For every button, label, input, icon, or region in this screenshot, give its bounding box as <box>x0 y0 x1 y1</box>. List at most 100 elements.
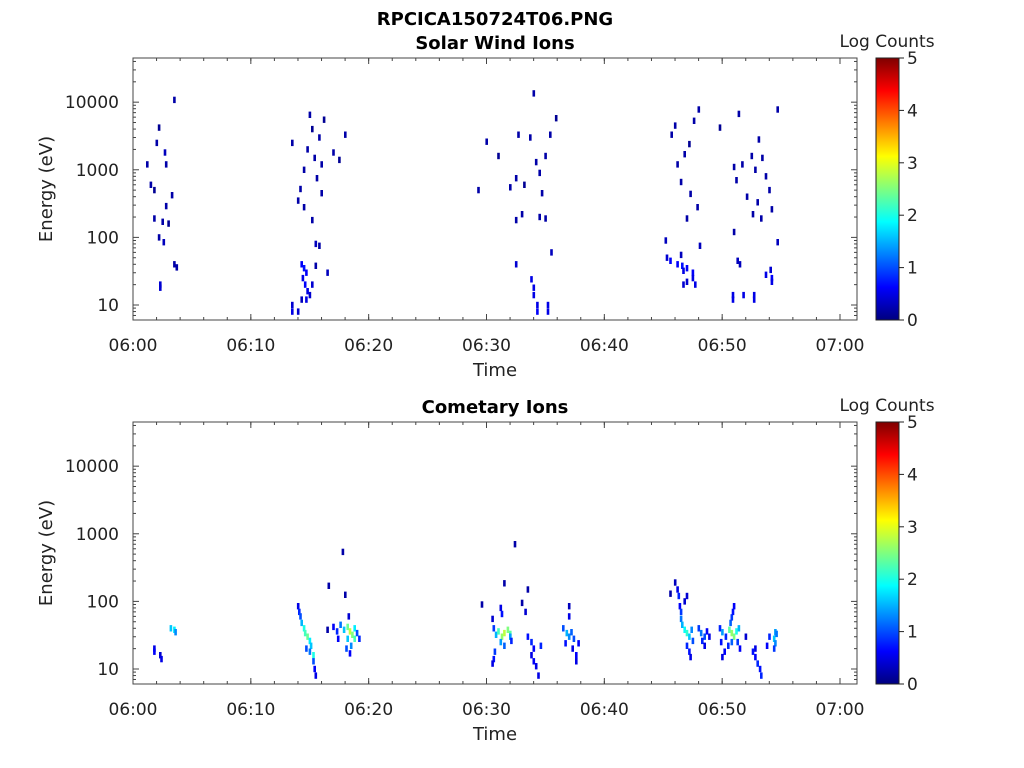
data-cell <box>348 650 352 657</box>
data-cell <box>299 185 302 193</box>
data-cell <box>314 672 318 679</box>
data-cell <box>760 215 763 222</box>
data-cell <box>520 211 524 218</box>
data-cell <box>758 665 762 673</box>
data-cell <box>322 116 326 123</box>
data-cell <box>732 633 736 640</box>
data-cell <box>342 626 346 633</box>
data-cell <box>169 625 173 632</box>
data-cell <box>477 186 480 194</box>
y-tick-label: 10 <box>97 660 119 680</box>
data-cell <box>497 628 500 635</box>
plot-area-solar-wind <box>133 58 857 320</box>
data-cell <box>499 638 503 646</box>
colorbar-tick-label: 1 <box>907 259 918 279</box>
data-cell <box>565 629 569 637</box>
data-cell <box>718 625 722 632</box>
data-cell <box>536 301 539 309</box>
data-cell <box>692 117 696 124</box>
data-cell <box>341 548 345 556</box>
data-cell <box>524 608 527 616</box>
data-cell <box>669 590 672 597</box>
data-cell <box>685 215 689 222</box>
x-tick-label: 06:50 <box>698 336 747 356</box>
data-cell <box>311 216 314 224</box>
data-cell <box>735 628 738 635</box>
data-cell <box>312 658 315 665</box>
data-cell <box>673 122 677 129</box>
data-cell <box>302 625 306 632</box>
data-cell <box>146 161 149 168</box>
data-cell <box>291 308 294 315</box>
data-cell <box>718 124 722 131</box>
data-cell <box>664 237 668 244</box>
data-cell <box>699 629 703 637</box>
plot-frame-solar-wind <box>132 57 858 321</box>
data-cell <box>153 186 156 194</box>
data-cell <box>509 633 512 640</box>
data-cell <box>308 648 312 655</box>
data-cell <box>757 136 761 143</box>
data-cell <box>554 115 558 122</box>
data-cell <box>509 184 512 191</box>
data-cell <box>691 269 695 276</box>
data-cell <box>691 637 695 645</box>
data-cell <box>770 278 774 285</box>
data-cell <box>305 296 308 303</box>
data-cell <box>312 652 315 659</box>
data-cell <box>701 637 704 645</box>
data-cell <box>308 291 312 299</box>
data-cell <box>682 281 685 288</box>
data-cell <box>575 658 578 665</box>
data-cell <box>736 257 739 264</box>
data-cell <box>530 276 533 283</box>
data-cell <box>503 629 506 637</box>
panel-solar-wind: Solar Wind Ions 06:00 06:10 06:20 06:30 06:4… <box>36 32 935 381</box>
data-cell <box>738 261 742 268</box>
y-tick-label: 1000 <box>76 161 119 181</box>
data-cell <box>679 608 683 616</box>
data-cell <box>306 288 309 295</box>
panel-cometary: Cometary Ions 06:00 06:10 06:20 06:30 06:40 0… <box>36 396 935 745</box>
data-cell <box>752 296 756 303</box>
data-cell <box>730 629 734 637</box>
data-cell <box>756 660 759 667</box>
data-cell <box>305 645 308 652</box>
x-tick-label: 06:10 <box>226 336 275 356</box>
data-cell <box>311 125 314 133</box>
data-cell <box>514 175 518 182</box>
data-cell <box>772 645 776 652</box>
data-cell <box>526 586 530 593</box>
data-cell <box>491 660 494 667</box>
data-cell <box>768 633 771 640</box>
data-cell <box>761 154 764 162</box>
colorbar-ticks-cometary: 0 1 2 3 4 5 <box>899 413 918 695</box>
data-cell <box>306 146 309 153</box>
x-tick-label: 06:30 <box>462 336 511 356</box>
data-cell <box>691 274 695 282</box>
data-cell <box>296 197 300 204</box>
data-cell <box>526 633 530 640</box>
data-cell <box>332 623 335 631</box>
x-tick-label: 07:00 <box>816 336 865 356</box>
xlabel-cometary: Time <box>472 724 517 745</box>
data-cell <box>326 626 329 633</box>
data-cell <box>320 190 323 197</box>
data-cell <box>728 626 731 633</box>
data-cell <box>719 638 723 646</box>
data-cell <box>345 645 348 652</box>
colorbar-tick-label: 1 <box>907 623 918 643</box>
data-cell <box>309 642 313 649</box>
data-cell <box>313 154 316 162</box>
x-tick-label: 06:00 <box>109 700 158 720</box>
data-cell <box>705 628 709 635</box>
data-cell <box>336 635 340 642</box>
data-cell <box>491 615 494 623</box>
data-cell <box>499 604 503 612</box>
data-cell <box>302 204 306 211</box>
data-cell <box>708 633 711 640</box>
data-cell <box>534 158 538 166</box>
colorbar-tick-label: 3 <box>907 518 918 538</box>
data-cell <box>681 262 684 269</box>
data-cell <box>754 166 757 173</box>
